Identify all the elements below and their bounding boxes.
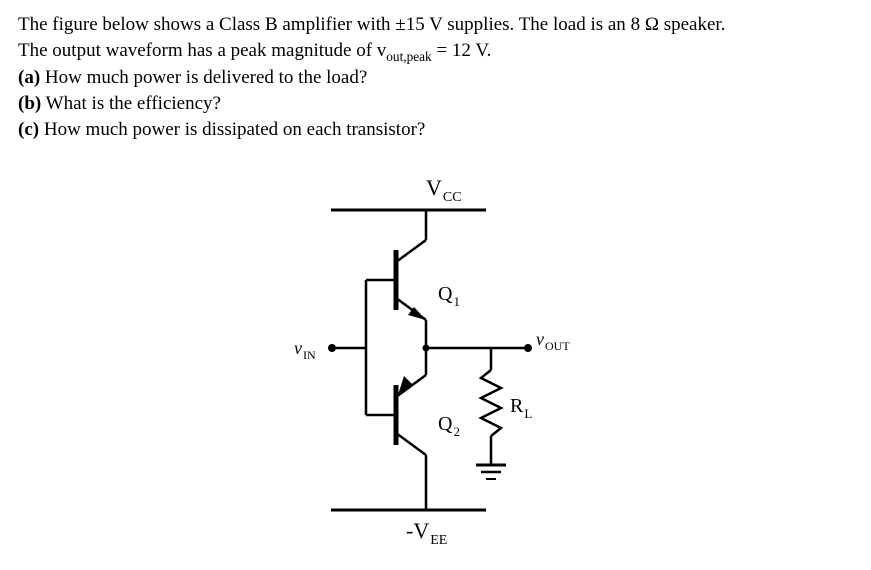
svg-text:RL: RL — [510, 395, 532, 421]
circuit-figure: VCC Q1 Q2 -VEE — [18, 170, 853, 558]
vee-sub: EE — [430, 533, 447, 548]
svg-text:Q1: Q1 — [438, 283, 460, 309]
svg-text:-VEE: -VEE — [406, 518, 447, 548]
q1-sub: 1 — [453, 294, 460, 309]
svg-text:vIN: vIN — [294, 338, 316, 362]
vout-value: = 12 V. — [432, 40, 492, 61]
vin-sub: IN — [303, 348, 316, 362]
label-a: (a) — [18, 67, 40, 88]
text: speaker. — [659, 14, 725, 35]
vcc-sub: CC — [442, 190, 461, 205]
vout-subscript: out,peak — [386, 48, 431, 63]
text-c: How much power is dissipated on each tra… — [39, 119, 425, 140]
rl-label: R — [510, 395, 524, 417]
text: The figure below shows a Class B amplifi… — [18, 14, 395, 35]
line-2: The output waveform has a peak magnitude… — [18, 38, 853, 66]
text-b: What is the efficiency? — [41, 93, 221, 114]
circuit-drawing: VCC Q1 Q2 -VEE — [294, 175, 570, 548]
text-a: How much power is delivered to the load? — [40, 67, 367, 88]
vout-label: v — [536, 329, 544, 349]
question-b: (b) What is the efficiency? — [18, 91, 853, 117]
vcc-label: V — [426, 175, 442, 200]
question-a: (a) How much power is delivered to the l… — [18, 65, 853, 91]
problem-statement: The figure below shows a Class B amplifi… — [18, 12, 853, 142]
text: The output waveform has a peak magnitude… — [18, 40, 377, 61]
q2-label: Q — [438, 413, 453, 435]
vout-sub: OUT — [545, 339, 570, 353]
svg-text:Q2: Q2 — [438, 413, 460, 439]
label-c: (c) — [18, 119, 39, 140]
svg-text:vOUT: vOUT — [536, 329, 570, 353]
circuit-svg: VCC Q1 Q2 -VEE — [276, 170, 596, 550]
question-c: (c) How much power is dissipated on each… — [18, 117, 853, 143]
rl-sub: L — [524, 406, 532, 421]
supply-voltage: ±15 V — [395, 14, 442, 35]
label-b: (b) — [18, 93, 41, 114]
q1-label: Q — [438, 283, 453, 305]
load-value: 8 Ω — [631, 14, 659, 35]
text: supplies. The load is an — [443, 14, 631, 35]
line-1: The figure below shows a Class B amplifi… — [18, 12, 853, 38]
vin-label: v — [294, 338, 302, 358]
vout-symbol: v — [377, 40, 387, 61]
vee-label: -V — [406, 518, 429, 543]
svg-text:VCC: VCC — [426, 175, 462, 205]
q2-sub: 2 — [453, 424, 460, 439]
